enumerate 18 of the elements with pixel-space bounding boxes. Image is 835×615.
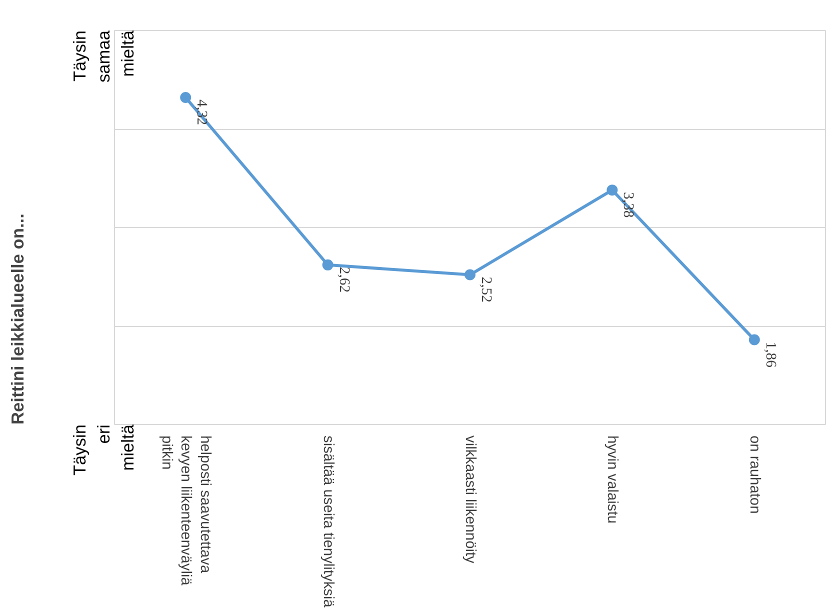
data-label: 4,32 [194, 99, 210, 126]
data-label: 3,38 [620, 192, 636, 218]
point [606, 184, 618, 196]
annotation: Täysin eri mieltä [70, 424, 138, 476]
point [322, 259, 334, 270]
x-tick-label: on rauhaton [746, 436, 762, 514]
x-tick-label: vilkkaasti liikennöity [462, 436, 478, 564]
x-tick-label: sisältää useita tienylityksiä [320, 436, 336, 608]
point [180, 92, 192, 103]
point [748, 334, 760, 346]
data-label: 2,52 [478, 276, 494, 302]
point [464, 269, 476, 280]
data-label: 1,86 [762, 342, 778, 368]
data-label: 2,62 [336, 266, 352, 293]
annotation: Täysin samaa mieltä [70, 30, 138, 83]
x-tick-label: hyvin valaistu [604, 436, 620, 524]
text: Reittini leikkialueelle on... [8, 214, 28, 424]
x-tick-label: helposti saavutettava kevyen liikenteenväyliä pitkin [158, 436, 213, 586]
